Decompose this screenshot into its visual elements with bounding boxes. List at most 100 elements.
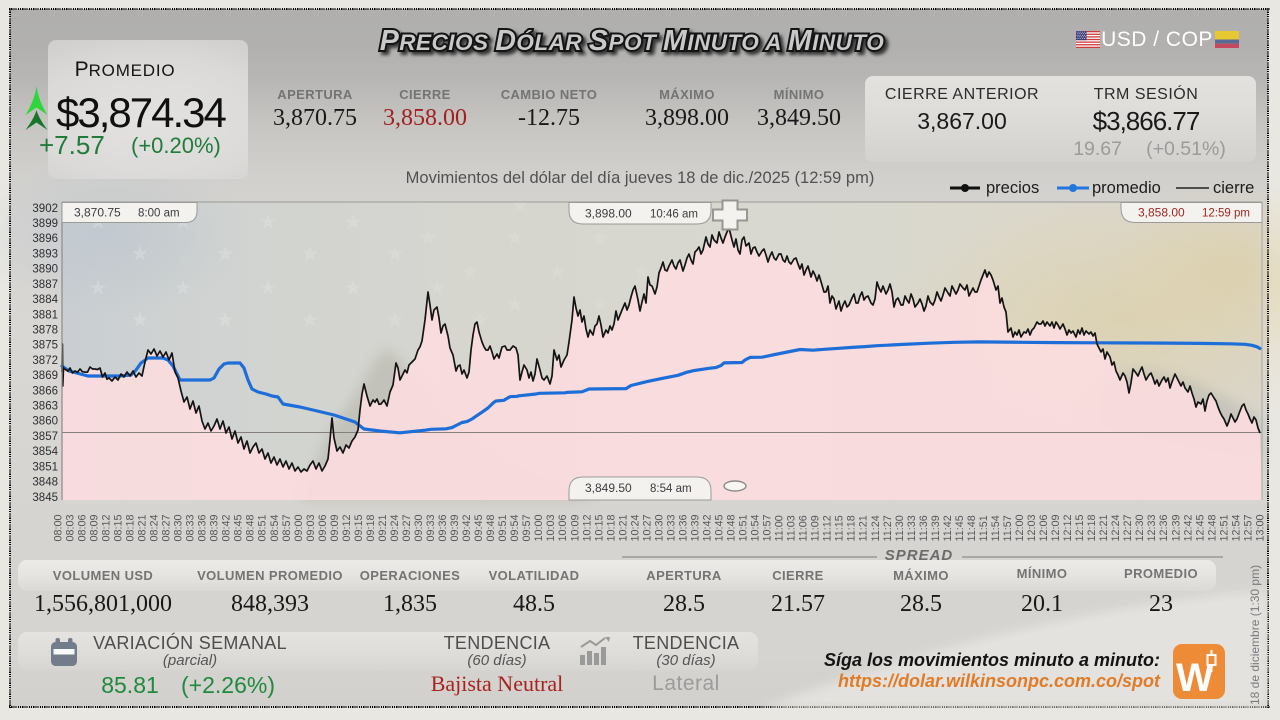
svg-text:3881: 3881 xyxy=(32,309,58,321)
svg-text:09:45: 09:45 xyxy=(473,514,485,541)
svg-text:09:36: 09:36 xyxy=(437,514,449,541)
svg-text:09:18: 09:18 xyxy=(365,514,377,541)
svg-text:3890: 3890 xyxy=(32,264,58,276)
svg-text:12:12: 12:12 xyxy=(1062,514,1074,541)
svg-text:3,858.00: 3,858.00 xyxy=(1138,206,1185,220)
svg-text:12:36: 12:36 xyxy=(1158,514,1170,541)
svg-text:08:45: 08:45 xyxy=(233,514,245,541)
svg-text:3887: 3887 xyxy=(32,279,58,291)
svg-text:12:24: 12:24 xyxy=(1110,514,1122,541)
svg-text:3854: 3854 xyxy=(32,446,58,458)
svg-text:10:12: 10:12 xyxy=(581,514,593,541)
svg-text:promedio: promedio xyxy=(1092,179,1161,197)
svg-text:3878: 3878 xyxy=(32,325,58,337)
svg-text:10:33: 10:33 xyxy=(665,514,677,541)
svg-text:11:15: 11:15 xyxy=(834,515,846,541)
svg-text:09:57: 09:57 xyxy=(521,514,533,541)
svg-text:10:30: 10:30 xyxy=(653,514,665,541)
svg-text:12:45: 12:45 xyxy=(1194,514,1206,541)
svg-text:10:27: 10:27 xyxy=(641,514,653,541)
svg-text:09:42: 09:42 xyxy=(461,514,473,541)
svg-text:13:00: 13:00 xyxy=(1254,514,1266,541)
svg-text:08:51: 08:51 xyxy=(257,514,269,541)
svg-text:12:30: 12:30 xyxy=(1134,514,1146,541)
svg-text:12:09: 12:09 xyxy=(1050,514,1062,541)
svg-text:3902: 3902 xyxy=(32,203,58,215)
svg-text:11:18: 11:18 xyxy=(846,515,858,541)
svg-text:11:27: 11:27 xyxy=(882,515,894,541)
svg-text:10:21: 10:21 xyxy=(617,514,629,541)
svg-text:10:42: 10:42 xyxy=(702,514,714,541)
svg-text:10:09: 10:09 xyxy=(569,514,581,541)
svg-text:3896: 3896 xyxy=(32,233,58,245)
svg-text:11:03: 11:03 xyxy=(786,515,798,541)
svg-text:09:09: 09:09 xyxy=(329,514,341,541)
svg-text:PRECIOS DÓLAR SPOT MINUTO A MI: PRECIOS DÓLAR SPOT MINUTO A MINUTO xyxy=(380,25,884,57)
svg-text:09:48: 09:48 xyxy=(485,514,497,541)
svg-text:cierre: cierre xyxy=(1213,179,1254,197)
svg-text:09:06: 09:06 xyxy=(317,514,329,541)
svg-text:12:21: 12:21 xyxy=(1098,514,1110,541)
svg-text:09:03: 09:03 xyxy=(305,514,317,541)
svg-text:11:36: 11:36 xyxy=(918,515,930,541)
svg-text:precios: precios xyxy=(986,179,1039,197)
svg-text:10:54: 10:54 xyxy=(750,514,762,541)
svg-text:3869: 3869 xyxy=(32,370,58,382)
svg-text:08:48: 08:48 xyxy=(245,514,257,541)
svg-text:10:06: 10:06 xyxy=(557,514,569,541)
svg-text:08:27: 08:27 xyxy=(161,514,173,541)
svg-text:12:39: 12:39 xyxy=(1170,514,1182,541)
svg-text:12:00: 12:00 xyxy=(1014,514,1026,541)
svg-text:3884: 3884 xyxy=(32,294,58,306)
svg-text:08:42: 08:42 xyxy=(221,514,233,541)
svg-text:09:27: 09:27 xyxy=(401,514,413,541)
svg-text:11:12: 11:12 xyxy=(822,515,834,541)
svg-text:09:33: 09:33 xyxy=(425,514,437,541)
svg-text:08:21: 08:21 xyxy=(137,514,149,541)
svg-text:3893: 3893 xyxy=(32,248,58,260)
svg-text:11:42: 11:42 xyxy=(942,515,954,541)
svg-text:09:24: 09:24 xyxy=(389,514,401,541)
svg-text:08:39: 08:39 xyxy=(209,514,221,541)
svg-text:08:06: 08:06 xyxy=(76,514,88,541)
svg-text:09:00: 09:00 xyxy=(293,514,305,541)
svg-text:12:54: 12:54 xyxy=(1230,514,1242,541)
svg-text:3845: 3845 xyxy=(32,492,58,504)
svg-text:3857: 3857 xyxy=(32,431,58,443)
svg-text:08:15: 08:15 xyxy=(113,514,125,541)
svg-text:09:54: 09:54 xyxy=(509,514,521,541)
svg-text:3863: 3863 xyxy=(32,401,58,413)
svg-text:12:59 pm: 12:59 pm xyxy=(1202,208,1250,220)
svg-text:08:57: 08:57 xyxy=(281,514,293,541)
svg-text:11:09: 11:09 xyxy=(810,515,822,541)
svg-text:10:57: 10:57 xyxy=(762,514,774,541)
svg-text:09:15: 09:15 xyxy=(353,514,365,541)
svg-text:11:06: 11:06 xyxy=(798,515,810,541)
svg-text:08:09: 08:09 xyxy=(89,514,101,541)
svg-text:11:57: 11:57 xyxy=(1002,515,1014,541)
svg-text:09:21: 09:21 xyxy=(377,514,389,541)
svg-text:08:54: 08:54 xyxy=(269,514,281,541)
svg-text:11:21: 11:21 xyxy=(858,515,870,541)
svg-text:3851: 3851 xyxy=(32,461,58,473)
svg-text:08:03: 08:03 xyxy=(64,514,76,541)
svg-text:11:45: 11:45 xyxy=(954,515,966,541)
svg-text:12:42: 12:42 xyxy=(1182,514,1194,541)
svg-text:3,898.00: 3,898.00 xyxy=(585,207,632,221)
svg-text:3,849.50: 3,849.50 xyxy=(585,481,632,495)
svg-text:08:00: 08:00 xyxy=(52,514,64,541)
svg-text:10:36: 10:36 xyxy=(677,514,689,541)
svg-text:11:39: 11:39 xyxy=(930,515,942,541)
svg-text:12:33: 12:33 xyxy=(1146,514,1158,541)
svg-text:10:24: 10:24 xyxy=(629,514,641,541)
svg-text:08:30: 08:30 xyxy=(173,514,185,541)
svg-text:10:18: 10:18 xyxy=(605,514,617,541)
svg-text:08:18: 08:18 xyxy=(125,514,137,541)
svg-text:11:30: 11:30 xyxy=(894,515,906,541)
svg-text:3860: 3860 xyxy=(32,416,58,428)
svg-text:10:39: 10:39 xyxy=(690,514,702,541)
svg-text:11:48: 11:48 xyxy=(966,515,978,541)
svg-text:10:46 am: 10:46 am xyxy=(650,209,698,221)
svg-text:08:12: 08:12 xyxy=(101,514,113,541)
svg-text:12:03: 12:03 xyxy=(1026,514,1038,541)
